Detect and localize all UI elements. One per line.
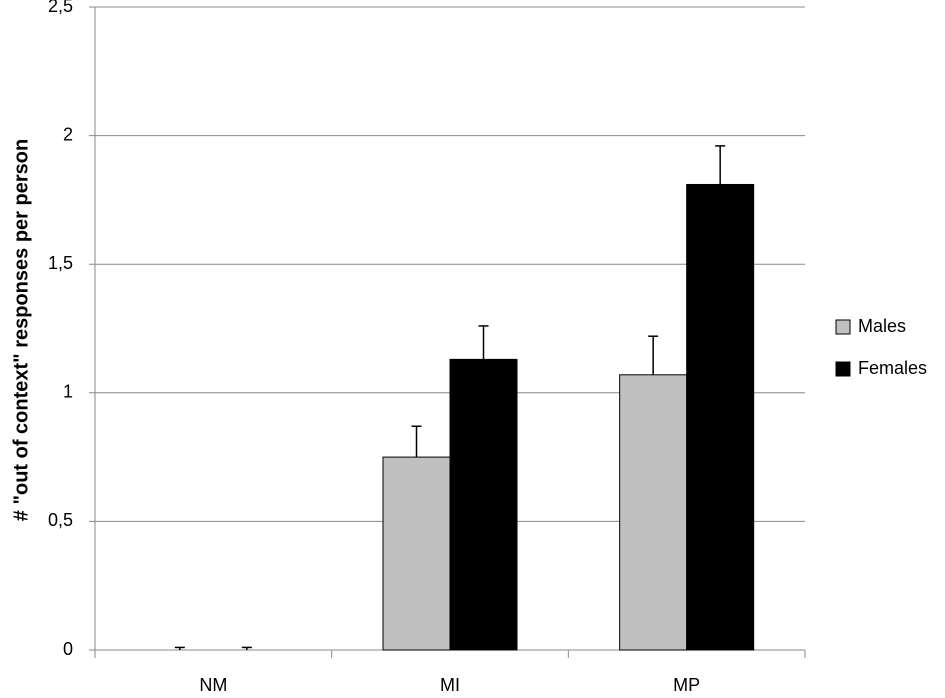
bar — [382, 456, 451, 651]
bar — [449, 358, 518, 651]
x-tick-label: NM — [199, 675, 227, 695]
legend-swatch — [835, 319, 851, 335]
x-tick-label: MP — [673, 675, 700, 695]
y-axis-title: # "out of context" responses per person — [10, 139, 32, 521]
y-tick-label: 2 — [63, 124, 73, 144]
y-tick-label: 1,5 — [48, 253, 73, 273]
x-tick-label: MI — [440, 675, 460, 695]
y-tick-label: 0,5 — [48, 510, 73, 530]
y-tick-label: 0 — [63, 639, 73, 659]
legend-label: Males — [858, 316, 906, 336]
bar — [619, 374, 688, 651]
legend-swatch — [835, 361, 851, 377]
y-tick-label: 1 — [63, 382, 73, 402]
legend-label: Females — [858, 358, 927, 378]
bar — [686, 183, 755, 651]
y-tick-label: 2,5 — [48, 0, 73, 16]
